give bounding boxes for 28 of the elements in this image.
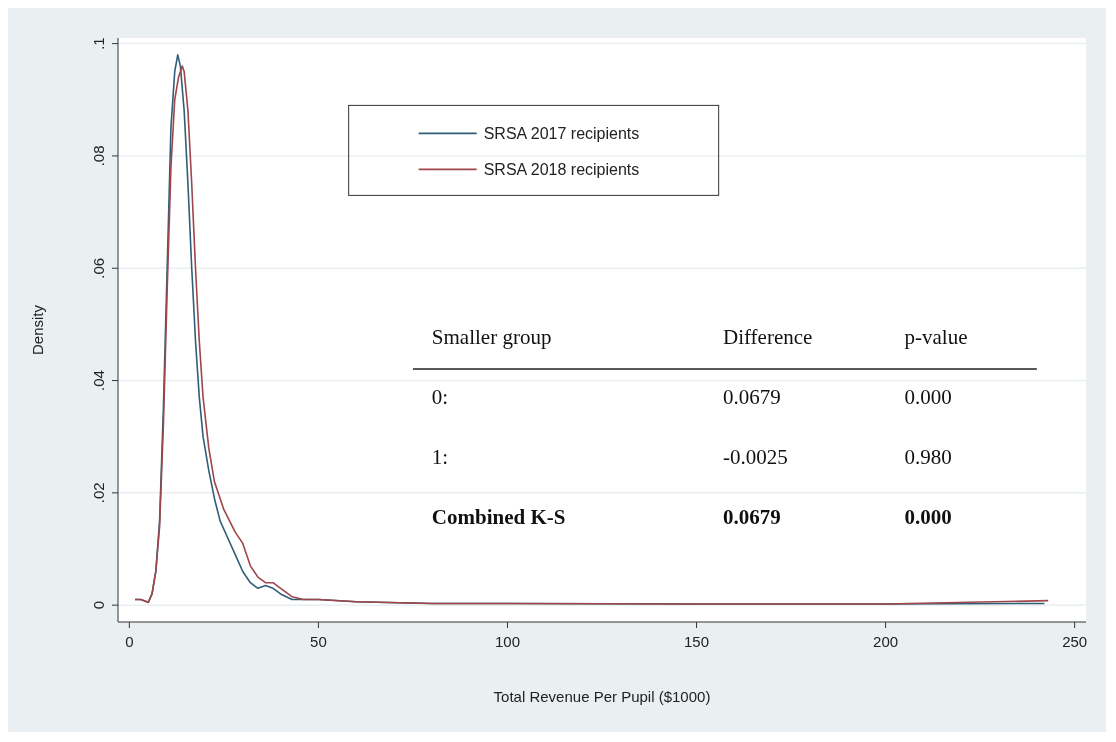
legend-label: SRSA 2017 recipients bbox=[483, 125, 640, 143]
annotation: 1: bbox=[431, 445, 449, 470]
x-tick-label: 250 bbox=[1062, 633, 1088, 650]
annotation: 0.0679 bbox=[723, 385, 781, 410]
y-tick-label: .08 bbox=[90, 145, 107, 167]
annotation: 0.0679 bbox=[723, 505, 781, 530]
annotation: 0: bbox=[431, 385, 449, 410]
y-tick-label: 0 bbox=[90, 600, 107, 610]
y-tick-label: .06 bbox=[90, 257, 107, 279]
x-tick-label: 0 bbox=[125, 633, 134, 650]
legend-label: SRSA 2018 recipients bbox=[483, 161, 640, 179]
x-tick-label: 200 bbox=[873, 633, 899, 650]
annotation: p-value bbox=[904, 325, 968, 350]
annotation: 0.000 bbox=[904, 505, 952, 530]
annotation: Difference bbox=[723, 325, 813, 350]
y-tick-label: .02 bbox=[90, 482, 107, 504]
annotation: -0.0025 bbox=[723, 445, 788, 470]
y-tick-label: .1 bbox=[90, 37, 107, 50]
x-axis-title: Total Revenue Per Pupil ($1000) bbox=[493, 688, 711, 705]
annotation: 0.980 bbox=[904, 445, 952, 470]
y-tick-label: .04 bbox=[90, 370, 107, 391]
x-tick-label: 100 bbox=[494, 633, 520, 650]
annotation: 0.000 bbox=[904, 385, 952, 410]
annotation: Smaller group bbox=[431, 325, 552, 350]
y-axis-title: Density bbox=[29, 304, 46, 356]
x-tick-label: 150 bbox=[684, 633, 710, 650]
annotation: Combined K-S bbox=[431, 505, 566, 530]
x-tick-label: 50 bbox=[310, 633, 327, 650]
